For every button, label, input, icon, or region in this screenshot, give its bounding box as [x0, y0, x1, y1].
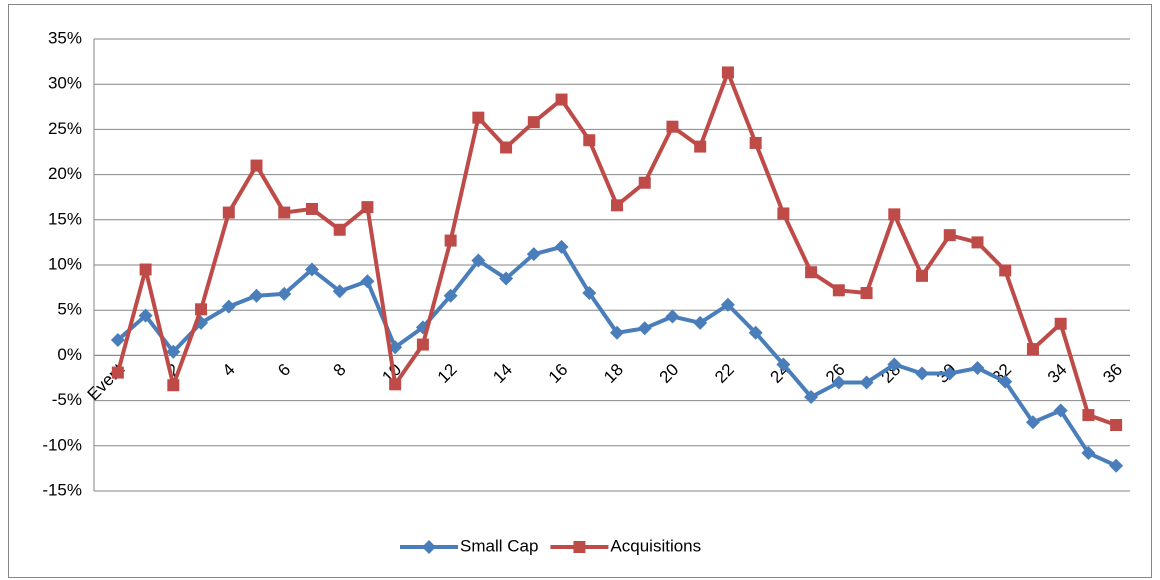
- data-point: [278, 206, 291, 219]
- y-tick-label: -15%: [42, 480, 82, 499]
- data-point: [167, 379, 180, 392]
- y-tick-label: 0%: [57, 345, 82, 364]
- data-point: [694, 140, 707, 153]
- data-point: [805, 266, 818, 279]
- data-point: [444, 234, 457, 247]
- data-point: [1082, 409, 1095, 422]
- data-point: [360, 274, 375, 289]
- data-point: [888, 208, 901, 221]
- data-point: [776, 357, 791, 372]
- data-point: [416, 338, 429, 351]
- y-tick-label: 5%: [57, 300, 82, 319]
- data-point: [915, 366, 930, 381]
- y-tick-label: 30%: [48, 74, 82, 93]
- data-point: [777, 207, 790, 220]
- data-point: [472, 111, 485, 124]
- data-point: [582, 286, 597, 301]
- data-point: [831, 375, 846, 390]
- data-point: [748, 325, 763, 340]
- data-point: [138, 308, 153, 323]
- data-point: [277, 286, 292, 301]
- data-point: [195, 303, 208, 316]
- data-point: [139, 263, 152, 276]
- data-point: [804, 389, 819, 404]
- data-point: [443, 288, 458, 303]
- legend-label: Acquisitions: [610, 536, 701, 555]
- data-point: [1026, 343, 1039, 356]
- data-point: [637, 321, 652, 336]
- data-point: [221, 299, 236, 314]
- data-point: [942, 366, 957, 381]
- data-point: [720, 297, 735, 312]
- data-point: [887, 357, 902, 372]
- data-point: [305, 202, 318, 215]
- legend-label: Small Cap: [460, 536, 538, 555]
- data-point: [332, 284, 347, 299]
- y-tick-label: 15%: [48, 209, 82, 228]
- data-point: [721, 66, 734, 79]
- data-point: [693, 315, 708, 330]
- data-point: [638, 176, 651, 189]
- data-point: [1054, 317, 1067, 330]
- data-point: [666, 120, 679, 133]
- y-tick-label: -5%: [52, 390, 82, 409]
- data-point: [554, 239, 569, 254]
- data-point: [859, 375, 874, 390]
- data-point: [249, 288, 264, 303]
- data-point: [999, 264, 1012, 277]
- data-point: [250, 159, 263, 172]
- data-point: [471, 253, 486, 268]
- data-point: [665, 309, 680, 324]
- data-point: [971, 236, 984, 249]
- data-point: [333, 223, 346, 236]
- data-point: [555, 93, 568, 106]
- data-point: [970, 361, 985, 376]
- data-point: [1109, 458, 1124, 473]
- legend-marker: [573, 541, 586, 553]
- data-point: [1053, 403, 1068, 418]
- chart-border: [8, 4, 1152, 578]
- data-point: [499, 271, 514, 286]
- data-point: [361, 201, 374, 214]
- data-point: [611, 199, 623, 212]
- data-point: [111, 366, 124, 379]
- data-point: [832, 284, 845, 297]
- data-point: [110, 333, 125, 348]
- y-tick-label: 25%: [48, 119, 82, 138]
- legend-marker: [422, 540, 436, 554]
- data-point: [610, 325, 624, 340]
- data-point: [749, 136, 762, 149]
- data-point: [583, 134, 596, 147]
- data-point: [527, 116, 540, 129]
- data-point: [526, 247, 541, 262]
- y-tick-label: 35%: [48, 28, 82, 47]
- data-point: [998, 374, 1013, 389]
- data-point: [222, 206, 235, 219]
- data-point: [1025, 415, 1040, 430]
- data-point: [1081, 446, 1096, 461]
- data-point: [943, 229, 956, 242]
- y-tick-label: 10%: [48, 254, 82, 273]
- data-point: [860, 287, 873, 300]
- y-tick-label: 20%: [48, 164, 82, 183]
- data-point: [304, 262, 319, 277]
- y-tick-label: -10%: [42, 435, 82, 454]
- data-point: [389, 378, 402, 391]
- data-point: [166, 344, 181, 359]
- data-point: [916, 269, 929, 282]
- data-point: [1110, 419, 1123, 432]
- data-point: [500, 141, 513, 154]
